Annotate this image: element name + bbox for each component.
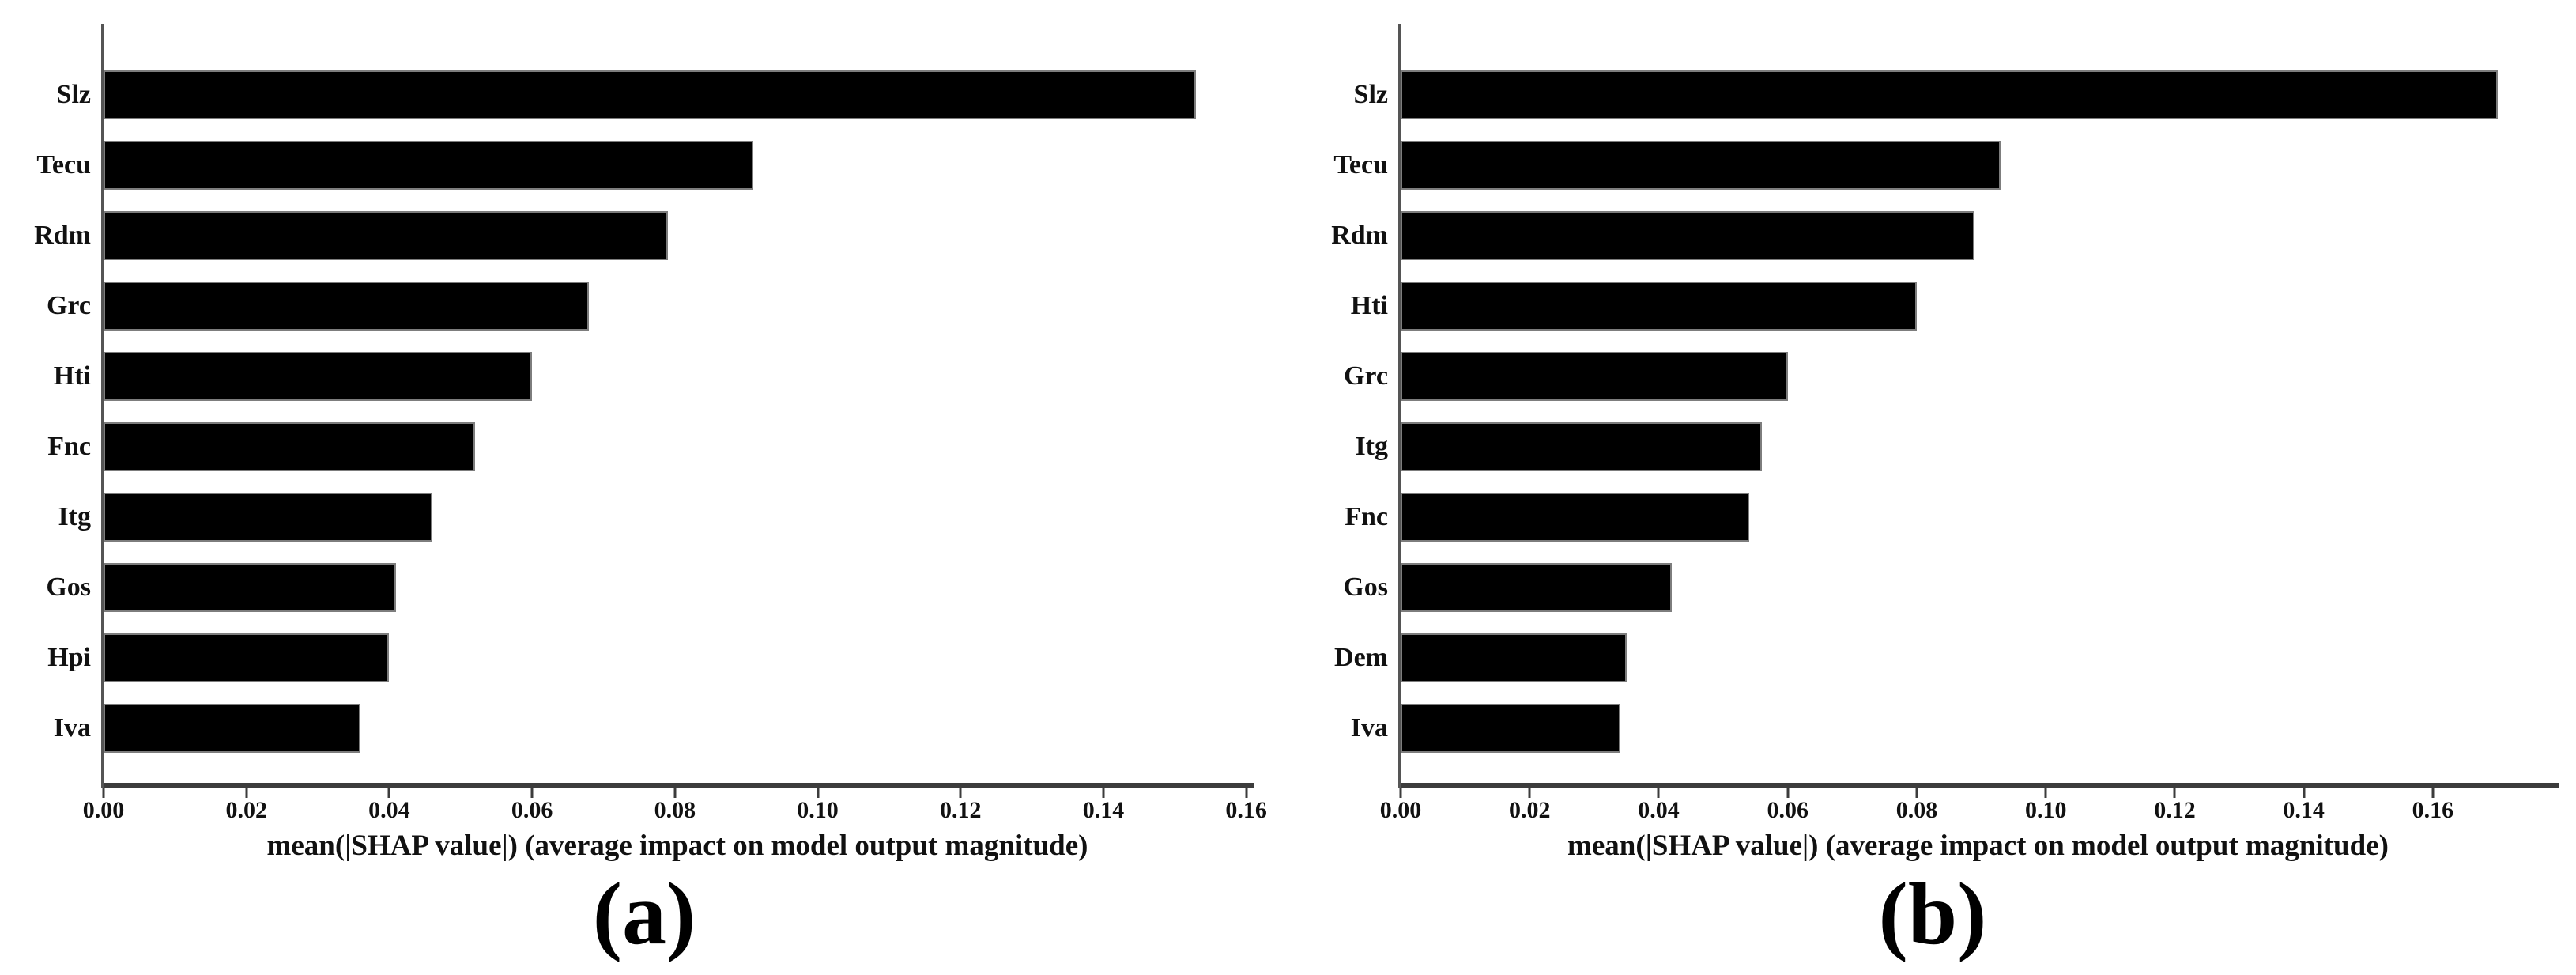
bar-rdm [104, 211, 668, 260]
category-label-iva: Iva [53, 713, 91, 743]
category-label-rdm: Rdm [1331, 221, 1388, 250]
panel-a: mean(|SHAP value|) (average impact on mo… [34, 24, 1267, 963]
x-tick-label: 0.16 [2412, 797, 2454, 823]
bar-fnc [104, 422, 475, 471]
bar-grc [1401, 352, 1788, 401]
bars-container [104, 24, 1251, 783]
x-tick-label: 0.04 [368, 797, 410, 823]
x-axis-label: mean(|SHAP value|) (average impact on mo… [266, 830, 1088, 862]
bar-itg [1401, 422, 1762, 471]
x-tick-label: 0.00 [82, 797, 125, 823]
bar-itg [104, 493, 432, 542]
bar-hti [1401, 282, 1917, 331]
category-label-fnc: Fnc [1345, 502, 1388, 531]
bar-rdm [1401, 211, 1974, 260]
category-label-dem: Dem [1334, 643, 1388, 672]
x-tick [102, 788, 105, 798]
x-axis-label: mean(|SHAP value|) (average impact on mo… [1567, 830, 2389, 862]
x-axis-line [104, 783, 1254, 788]
x-tick [245, 788, 248, 798]
x-tick [1245, 788, 1248, 798]
x-tick-label: 0.04 [1638, 797, 1680, 823]
category-label-itg: Itg [1355, 432, 1388, 461]
category-label-grc: Grc [46, 291, 91, 320]
x-tick [2044, 788, 2047, 798]
x-tick-label: 0.14 [2283, 797, 2325, 823]
x-tick-label: 0.02 [1508, 797, 1551, 823]
x-tick-label: 0.12 [940, 797, 982, 823]
category-label-gos: Gos [46, 573, 91, 602]
category-label-tecu: Tecu [1333, 150, 1388, 180]
x-tick [387, 788, 390, 798]
bar-tecu [1401, 141, 2001, 190]
category-label-grc: Grc [1343, 361, 1388, 391]
bar-hpi [104, 633, 389, 682]
x-tick-label: 0.06 [511, 797, 553, 823]
category-label-itg: Itg [58, 502, 91, 531]
bar-grc [104, 282, 589, 331]
category-label-fnc: Fnc [47, 432, 91, 461]
x-tick [2173, 788, 2176, 798]
category-label-hti: Hti [53, 361, 91, 391]
y-axis-line [101, 24, 104, 788]
bar-gos [104, 563, 396, 612]
x-tick-label: 0.02 [225, 797, 267, 823]
x-tick [530, 788, 534, 798]
category-label-hti: Hti [1350, 291, 1388, 320]
bar-iva [104, 704, 360, 753]
panel-caption-b: (b) [1878, 865, 1987, 963]
panel-b: mean(|SHAP value|) (average impact on mo… [1288, 0, 2576, 975]
category-label-gos: Gos [1343, 573, 1388, 602]
panel-caption-a: (a) [592, 865, 696, 963]
x-tick [1786, 788, 1790, 798]
x-tick-label: 0.08 [654, 797, 696, 823]
y-axis-line [1398, 24, 1401, 788]
x-axis-line [1401, 783, 2559, 788]
bar-slz [1401, 70, 2498, 119]
x-tick [1915, 788, 1918, 798]
x-tick-label: 0.16 [1225, 797, 1267, 823]
bars-container [1401, 24, 2555, 783]
x-tick-label: 0.08 [1895, 797, 1938, 823]
bar-fnc [1401, 493, 1749, 542]
x-tick-label: 0.00 [1379, 797, 1422, 823]
x-tick-label: 0.14 [1082, 797, 1125, 823]
x-tick [959, 788, 962, 798]
x-tick-label: 0.12 [2154, 797, 2196, 823]
x-tick [1399, 788, 1402, 798]
category-label-tecu: Tecu [36, 150, 91, 180]
category-label-slz: Slz [56, 80, 91, 109]
bar-slz [104, 70, 1196, 119]
x-tick-label: 0.10 [2024, 797, 2067, 823]
x-tick [673, 788, 677, 798]
x-tick [2303, 788, 2306, 798]
x-tick-label: 0.10 [797, 797, 839, 823]
x-tick [1102, 788, 1105, 798]
x-tick [817, 788, 820, 798]
bar-gos [1401, 563, 1672, 612]
category-label-slz: Slz [1353, 80, 1388, 109]
x-tick [1528, 788, 1531, 798]
bar-tecu [104, 141, 753, 190]
x-tick [2431, 788, 2435, 798]
x-tick-label: 0.06 [1767, 797, 1808, 823]
category-label-iva: Iva [1350, 713, 1388, 743]
bar-iva [1401, 704, 1620, 753]
bar-hti [104, 352, 532, 401]
x-tick [1657, 788, 1660, 798]
bar-dem [1401, 633, 1627, 682]
category-label-rdm: Rdm [34, 221, 91, 250]
category-label-hpi: Hpi [47, 643, 91, 672]
